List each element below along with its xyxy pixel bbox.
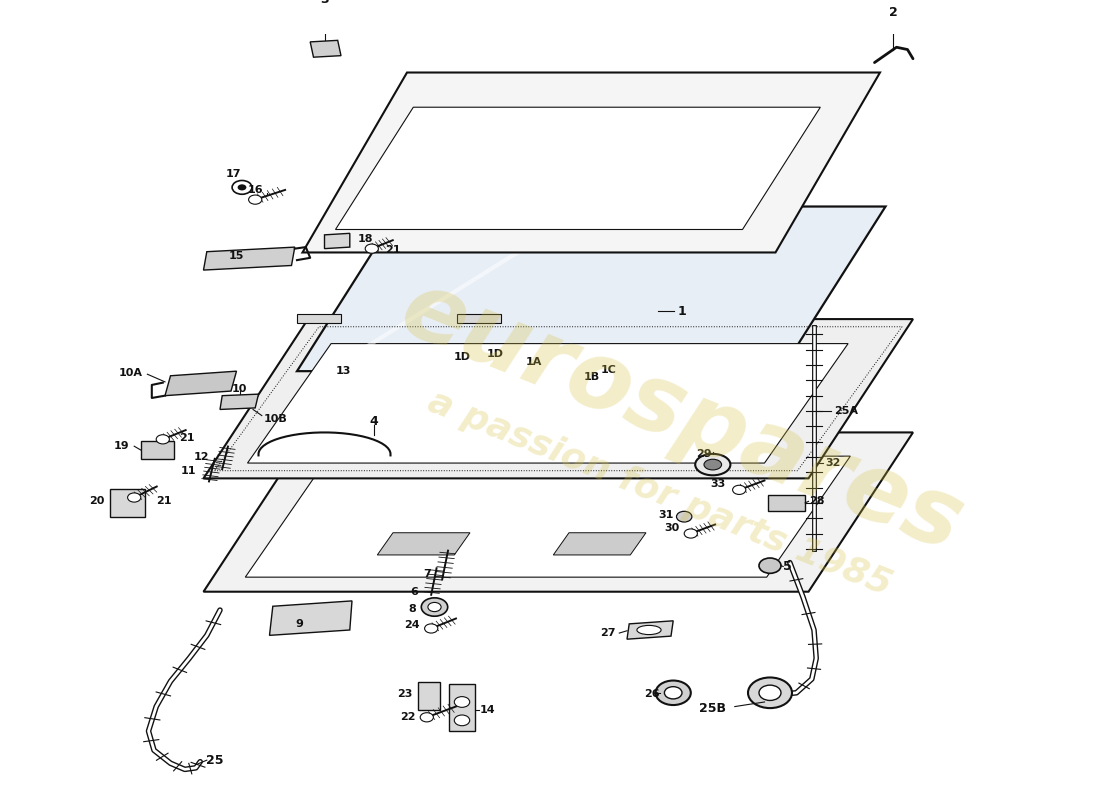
Text: a passion for parts 1985: a passion for parts 1985: [424, 385, 896, 602]
Text: 3: 3: [320, 0, 329, 6]
Polygon shape: [204, 433, 913, 592]
Circle shape: [238, 184, 246, 190]
Circle shape: [748, 678, 792, 708]
Text: 9: 9: [295, 619, 304, 629]
Text: 25A: 25A: [834, 406, 858, 416]
Text: 1D: 1D: [486, 350, 504, 359]
Circle shape: [128, 493, 141, 502]
Text: 20: 20: [89, 496, 104, 506]
Text: 23: 23: [397, 690, 412, 699]
Text: 1: 1: [678, 305, 686, 318]
Text: 25B: 25B: [700, 702, 726, 714]
Text: 12: 12: [194, 452, 209, 462]
Circle shape: [676, 511, 692, 522]
Ellipse shape: [695, 454, 730, 475]
Text: 10B: 10B: [264, 414, 288, 424]
Polygon shape: [245, 456, 850, 577]
Circle shape: [428, 602, 441, 612]
Text: 1D: 1D: [453, 352, 471, 362]
Text: 21: 21: [156, 496, 172, 506]
Text: 1B: 1B: [584, 372, 600, 382]
Text: 27: 27: [601, 628, 616, 638]
Text: 26: 26: [645, 690, 660, 699]
Polygon shape: [165, 371, 236, 396]
Text: 24: 24: [405, 621, 420, 630]
Polygon shape: [204, 247, 295, 270]
Text: 5: 5: [783, 560, 792, 573]
Text: 6: 6: [410, 586, 418, 597]
Text: 11: 11: [180, 466, 196, 476]
Polygon shape: [324, 234, 350, 249]
Text: eurospares: eurospares: [388, 262, 976, 572]
Polygon shape: [220, 394, 258, 410]
Bar: [456, 314, 501, 323]
Circle shape: [656, 681, 691, 705]
Text: 17: 17: [226, 169, 241, 178]
Circle shape: [454, 697, 470, 707]
Circle shape: [454, 715, 470, 726]
Circle shape: [420, 713, 433, 722]
Ellipse shape: [637, 626, 661, 634]
Bar: [110, 489, 145, 517]
Polygon shape: [627, 621, 673, 639]
Circle shape: [759, 558, 781, 574]
Text: 18: 18: [358, 234, 373, 245]
Polygon shape: [270, 601, 352, 635]
Text: 25: 25: [206, 754, 223, 766]
Text: 14: 14: [480, 705, 495, 714]
Text: 1A: 1A: [526, 357, 541, 367]
Polygon shape: [248, 343, 848, 463]
Circle shape: [733, 486, 746, 494]
Text: 10A: 10A: [119, 368, 143, 378]
Text: 32: 32: [825, 458, 840, 468]
Text: 8: 8: [408, 603, 416, 614]
Text: 4: 4: [370, 415, 378, 428]
Circle shape: [421, 598, 448, 616]
Circle shape: [249, 195, 262, 204]
Bar: [418, 682, 440, 710]
Bar: [768, 495, 805, 510]
Circle shape: [425, 624, 438, 633]
Polygon shape: [377, 533, 470, 555]
Bar: [141, 441, 174, 459]
Circle shape: [156, 434, 169, 444]
Text: 33: 33: [711, 479, 726, 490]
Circle shape: [232, 181, 252, 194]
Text: 16: 16: [248, 186, 263, 195]
Text: 31: 31: [658, 510, 673, 520]
Bar: [449, 684, 475, 731]
Text: 10: 10: [232, 384, 248, 394]
Text: 2: 2: [889, 6, 898, 19]
Text: 29: 29: [696, 449, 712, 459]
Text: 15: 15: [229, 251, 244, 262]
Ellipse shape: [704, 459, 722, 470]
Polygon shape: [302, 73, 880, 253]
Polygon shape: [297, 206, 886, 371]
Text: 7: 7: [424, 569, 431, 579]
Polygon shape: [336, 107, 821, 230]
Polygon shape: [553, 533, 646, 555]
Text: 21: 21: [179, 433, 195, 442]
Text: 21: 21: [385, 245, 400, 255]
Polygon shape: [310, 40, 341, 57]
Text: 22: 22: [400, 712, 416, 722]
Text: 30: 30: [664, 523, 680, 533]
Circle shape: [664, 686, 682, 699]
Circle shape: [365, 244, 378, 254]
Text: 13: 13: [336, 366, 351, 376]
Text: 1C: 1C: [601, 365, 616, 374]
Text: 28: 28: [810, 496, 825, 506]
Polygon shape: [204, 319, 913, 478]
Bar: [297, 314, 341, 323]
Circle shape: [684, 529, 697, 538]
Text: 19: 19: [114, 442, 130, 451]
Circle shape: [759, 685, 781, 701]
